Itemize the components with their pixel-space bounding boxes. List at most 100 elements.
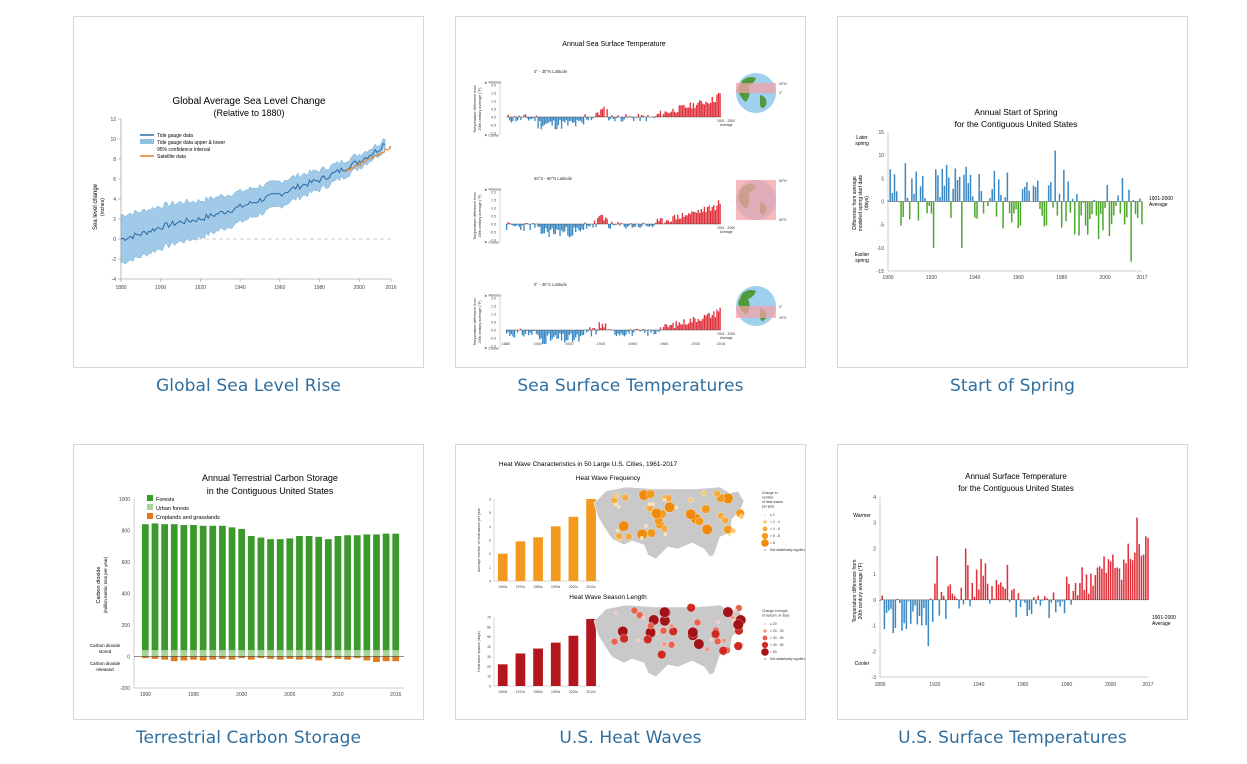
spring-bar xyxy=(987,201,989,207)
sst-bar xyxy=(609,329,611,330)
temperature-bar xyxy=(1022,599,1024,601)
spring-bar xyxy=(1134,201,1137,215)
sst-bar xyxy=(683,216,685,224)
average-label: 1901-2000 xyxy=(1152,615,1176,621)
city-marker xyxy=(685,508,697,520)
x-tick-label: 1960s xyxy=(498,690,508,694)
city-marker xyxy=(647,622,655,630)
x-tick-label: 2017 xyxy=(1136,275,1147,281)
thumbnail-surface-temp[interactable]: Annual Surface Temperature for the Conti… xyxy=(837,444,1188,720)
city-marker xyxy=(613,493,620,499)
sst-bar xyxy=(581,224,583,230)
sst-bar xyxy=(713,101,715,117)
city-marker xyxy=(665,494,673,502)
card-global-sea-level-rise[interactable]: Global Average Sea Level Change (Relativ… xyxy=(73,16,424,396)
sst-bar xyxy=(582,224,585,230)
y-tick-label: 200 xyxy=(122,623,131,629)
sst-bar xyxy=(542,330,544,344)
sst-bar xyxy=(595,112,597,117)
city-marker xyxy=(651,508,662,519)
sst-bar xyxy=(516,224,519,225)
card-us-surface-temperatures[interactable]: Annual Surface Temperature for the Conti… xyxy=(837,444,1188,748)
thumbnail-sea-level[interactable]: Global Average Sea Level Change (Relativ… xyxy=(73,16,424,368)
x-tick-label: 1920 xyxy=(926,275,937,281)
temperature-bar xyxy=(914,599,916,606)
temperature-bar xyxy=(1116,567,1119,600)
card-terrestrial-carbon-storage[interactable]: Annual Terrestrial Carbon Storage in the… xyxy=(73,444,424,748)
temperature-bar xyxy=(1094,575,1097,600)
urban-forest-bar xyxy=(382,650,390,657)
card-caption[interactable]: U.S. Heat Waves xyxy=(559,728,702,748)
cropland-bar xyxy=(363,656,371,661)
card-caption[interactable]: Terrestrial Carbon Storage xyxy=(135,728,362,748)
temperature-bar xyxy=(967,565,969,600)
thumbnail-heat-waves[interactable]: Heat Wave Characteristics in 50 Large U.… xyxy=(455,444,806,720)
y-tick-label: -15 xyxy=(877,269,884,275)
sst-bar xyxy=(523,224,525,231)
heat-wave-bar xyxy=(568,635,579,686)
sst-bar xyxy=(697,210,699,224)
temperature-bar xyxy=(1127,543,1129,600)
sst-bar xyxy=(631,330,633,336)
card-us-heat-waves[interactable]: Heat Wave Characteristics in 50 Large U.… xyxy=(455,444,806,748)
forest-bar xyxy=(373,534,380,651)
x-tick-label: 2010s xyxy=(586,690,596,694)
sst-bar xyxy=(604,323,607,330)
temperature-bar xyxy=(1098,566,1101,600)
sst-bar xyxy=(686,107,688,117)
sst-bar xyxy=(518,224,520,227)
sst-bar xyxy=(601,108,604,117)
city-marker xyxy=(669,623,675,629)
sst-bar xyxy=(529,330,531,333)
temperature-bar xyxy=(964,548,967,600)
x-tick-label: 1960 xyxy=(1017,682,1028,688)
sst-bar xyxy=(639,330,641,332)
legend-title: Change in xyxy=(762,491,778,495)
cropland-bar xyxy=(199,656,207,661)
sst-bar xyxy=(702,103,704,117)
cropland-bar xyxy=(353,656,361,659)
temperature-bar xyxy=(1059,599,1061,607)
y-tick-label: 6 xyxy=(113,177,116,183)
sst-bar xyxy=(686,215,688,224)
sst-bar xyxy=(645,117,647,122)
y-axis-label: Heat wave season (days) xyxy=(477,631,481,672)
spring-bar xyxy=(919,186,922,202)
card-caption[interactable]: Sea Surface Temperatures xyxy=(517,376,744,396)
sst-bar xyxy=(570,224,572,237)
spring-bar xyxy=(1119,201,1122,214)
temperature-bar xyxy=(951,593,954,600)
thumbnail-sst[interactable]: Annual Sea Surface Temperature 2.0 1.5 1.0… xyxy=(455,16,806,368)
sst-bar xyxy=(670,111,673,117)
sst-bar xyxy=(667,327,669,330)
spring-bar xyxy=(941,168,944,202)
legend-title: of heat waves xyxy=(762,500,783,504)
sst-bar xyxy=(689,102,691,117)
y-axis-label: Temperature difference from xyxy=(852,560,858,623)
spring-bar xyxy=(915,171,917,202)
spring-bar xyxy=(1065,201,1067,222)
card-sea-surface-temperatures[interactable]: Annual Sea Surface Temperature 2.0 1.5 1.0… xyxy=(455,16,806,396)
y-tick-label: 40 xyxy=(487,645,491,649)
cropland-bar xyxy=(170,656,178,662)
thumbnail-carbon[interactable]: Annual Terrestrial Carbon Storage in the… xyxy=(73,444,424,720)
urban-forest-bar xyxy=(209,650,217,657)
temperature-bar xyxy=(1028,599,1031,611)
average-label: 1901 - 2000 xyxy=(717,119,735,123)
y-tick-label: 10 xyxy=(487,675,491,679)
thumbnail-spring[interactable]: Annual Start of Spring for the Contiguou… xyxy=(837,16,1188,368)
forest-bar xyxy=(353,535,361,651)
x-tick-label: 1920 xyxy=(195,285,206,291)
sst-bar xyxy=(562,330,564,334)
sst-bar xyxy=(526,223,528,224)
stored-label-2: stored xyxy=(99,649,112,654)
card-caption[interactable]: U.S. Surface Temperatures xyxy=(898,728,1127,748)
city-marker xyxy=(733,608,738,613)
temperature-bar xyxy=(1074,583,1077,600)
card-caption[interactable]: Global Sea Level Rise xyxy=(156,376,341,396)
y-tick-label: 1.5 xyxy=(491,305,496,309)
card-start-of-spring[interactable]: Annual Start of Spring for the Contiguou… xyxy=(837,16,1188,396)
city-marker xyxy=(701,490,707,496)
temperature-bar xyxy=(1112,554,1114,600)
card-caption[interactable]: Start of Spring xyxy=(949,376,1076,396)
